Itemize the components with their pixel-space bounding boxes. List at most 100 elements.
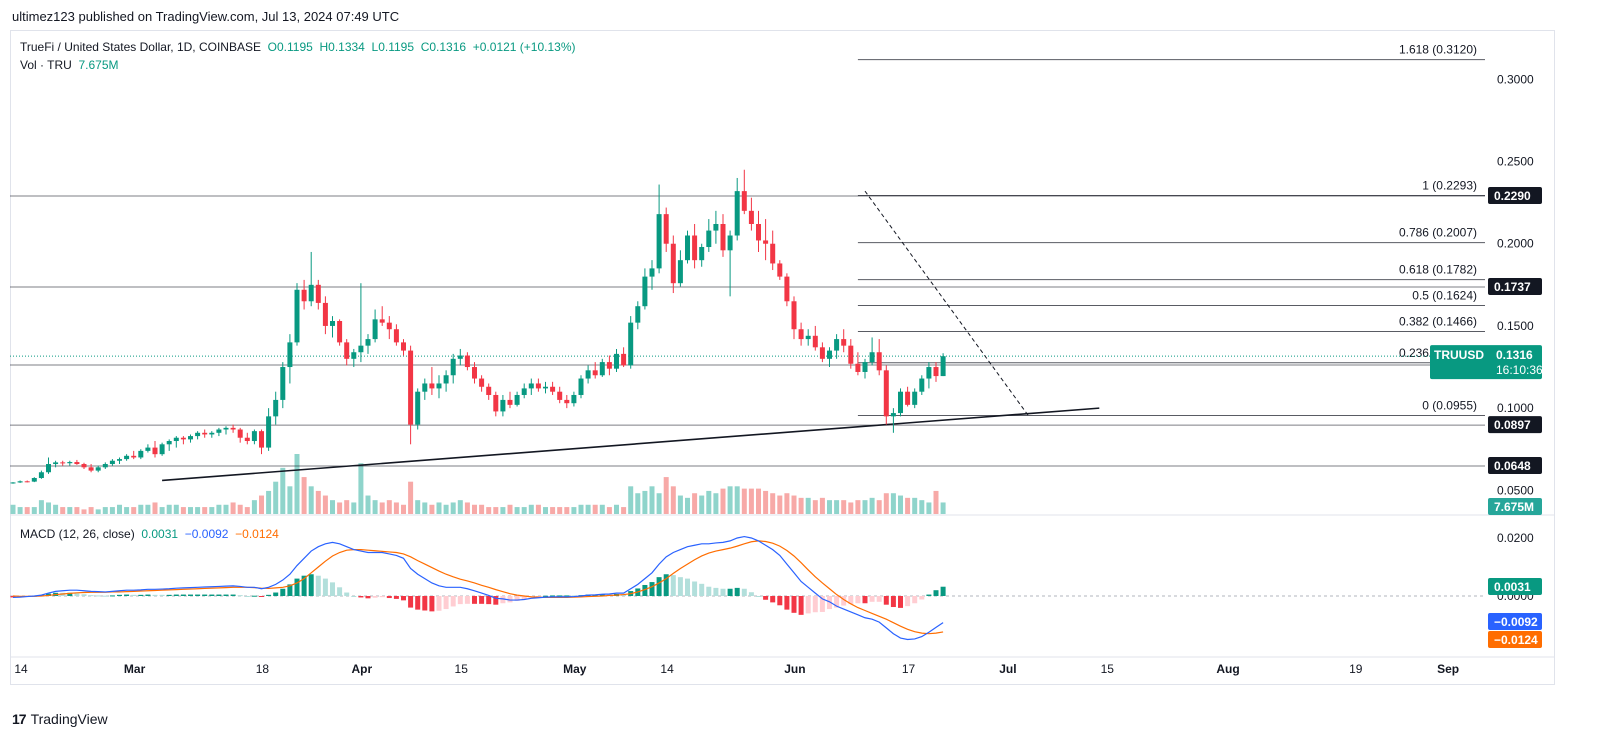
current-symbol-text: TRUUSD bbox=[1434, 348, 1484, 362]
fib-label: 0 (0.0955) bbox=[1422, 399, 1477, 413]
volume-bar bbox=[841, 500, 847, 514]
volume-bar bbox=[812, 500, 818, 514]
macd-histogram-bar bbox=[720, 588, 726, 596]
macd-histogram-bar bbox=[429, 596, 435, 612]
time-tick-label: 18 bbox=[256, 662, 270, 676]
candle-body bbox=[848, 345, 854, 364]
macd-line bbox=[12, 535, 944, 641]
symbol-legend[interactable]: TrueFi / United States Dollar, 1D, COINB… bbox=[20, 40, 576, 54]
macd-histogram-bar bbox=[649, 582, 655, 596]
candle-body bbox=[599, 362, 605, 376]
macd-histogram-bar bbox=[500, 596, 506, 604]
candle-body bbox=[713, 224, 719, 231]
macd-histogram-bar bbox=[741, 588, 747, 596]
macd-histogram-bar bbox=[166, 594, 172, 596]
volume-bar bbox=[578, 504, 584, 514]
macd-line-badge-bg bbox=[1488, 613, 1542, 630]
time-tick-label: Apr bbox=[351, 662, 372, 676]
time-tick-label: May bbox=[563, 662, 587, 676]
volume-bar bbox=[280, 467, 286, 514]
ohlc-change: +0.0121 (+10.13%) bbox=[472, 40, 576, 54]
candle-body bbox=[337, 321, 343, 343]
candle-body bbox=[507, 399, 513, 405]
macd-histogram-bar bbox=[415, 596, 421, 610]
candle-body bbox=[685, 235, 690, 261]
fib-label: 0.618 (0.1782) bbox=[1399, 263, 1477, 277]
volume-bar bbox=[493, 507, 499, 514]
macd-histogram-bar bbox=[344, 592, 350, 596]
macd-histogram-bar bbox=[670, 575, 676, 596]
volume-bar bbox=[791, 495, 797, 514]
volume-bar bbox=[422, 502, 428, 514]
macd-histogram-bar bbox=[81, 594, 87, 596]
volume-legend[interactable]: Vol · TRU 7.675M bbox=[20, 58, 119, 72]
candle-body bbox=[500, 399, 506, 412]
volume-bar bbox=[159, 507, 165, 514]
candle-body bbox=[280, 367, 286, 400]
candle-body bbox=[827, 350, 832, 359]
macd-histogram-bar bbox=[457, 596, 463, 605]
candle-body bbox=[266, 416, 272, 448]
macd-histogram-bar bbox=[791, 596, 797, 613]
candle-body bbox=[422, 383, 428, 392]
candle-body bbox=[748, 210, 754, 224]
volume-bar bbox=[294, 454, 300, 514]
candle-body bbox=[53, 462, 59, 465]
candle-body bbox=[429, 383, 435, 389]
volume-bar bbox=[869, 497, 875, 514]
macd-histogram-bar bbox=[841, 596, 847, 606]
volume-badge-bg bbox=[1488, 498, 1542, 515]
volume-bar bbox=[649, 486, 655, 514]
candles bbox=[10, 169, 946, 484]
volume-bar bbox=[67, 507, 73, 514]
volume-bar bbox=[763, 490, 769, 514]
tradingview-logo[interactable]: 17 TradingView bbox=[12, 711, 108, 727]
macd-histogram-bar bbox=[401, 596, 406, 601]
candle-body bbox=[883, 370, 889, 417]
candle-body bbox=[17, 481, 23, 483]
macd-histogram-bar bbox=[656, 577, 662, 596]
candle-body bbox=[393, 329, 399, 343]
volume-bar bbox=[152, 502, 158, 514]
macd-histogram-bar bbox=[883, 596, 889, 605]
price-tick-label: 0.1500 bbox=[1497, 319, 1534, 333]
candle-body bbox=[720, 224, 726, 251]
candle-body bbox=[173, 437, 179, 442]
macd-histogram-bar bbox=[926, 594, 932, 596]
macd-histogram-bar bbox=[599, 594, 605, 596]
macd-histogram-bar bbox=[351, 596, 357, 597]
macd-legend[interactable]: MACD (12, 26, close) 0.0031 −0.0092 −0.0… bbox=[20, 527, 279, 541]
level-price-badge-bg bbox=[1488, 416, 1542, 434]
volume-bar bbox=[393, 502, 399, 514]
volume-bar bbox=[81, 509, 87, 514]
macd-histogram-bar bbox=[521, 596, 527, 600]
volume-bar bbox=[528, 504, 534, 514]
fib-label: 1 (0.2293) bbox=[1422, 179, 1477, 193]
candle-body bbox=[46, 464, 51, 473]
candle-body bbox=[606, 362, 612, 369]
candle-body bbox=[756, 224, 761, 241]
candle-body bbox=[486, 386, 492, 395]
volume-bar bbox=[486, 507, 492, 514]
volume-bar bbox=[209, 507, 215, 514]
volume-bar bbox=[202, 507, 208, 514]
candle-body bbox=[635, 306, 641, 323]
volume-bar bbox=[223, 504, 229, 514]
macd-histogram-bar bbox=[706, 586, 712, 596]
level-price-badge-bg bbox=[1488, 457, 1542, 475]
volume-bar bbox=[855, 500, 861, 514]
volume-bar bbox=[17, 507, 23, 514]
macd-histogram-bar bbox=[266, 594, 272, 596]
macd-histogram-bar bbox=[443, 596, 449, 610]
macd-histogram-bar bbox=[280, 588, 286, 596]
candle-body bbox=[699, 247, 705, 261]
level-price-badge-text: 0.1737 bbox=[1494, 280, 1531, 294]
volume-bar bbox=[500, 507, 506, 514]
macd-histogram-bar bbox=[10, 596, 16, 598]
level-price-badge-text: 0.0648 bbox=[1494, 459, 1531, 473]
macd-histogram-bar bbox=[209, 594, 215, 596]
candle-body bbox=[450, 358, 456, 376]
volume-bar bbox=[443, 504, 449, 514]
macd-hist-value: 0.0031 bbox=[141, 527, 179, 541]
